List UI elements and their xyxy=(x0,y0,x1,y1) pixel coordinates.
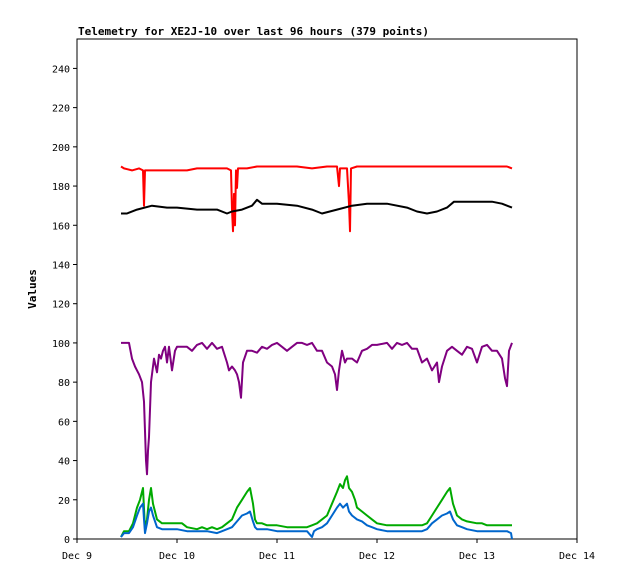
series-layer xyxy=(120,165,513,540)
x-tick-label: Dec 10 xyxy=(159,551,195,562)
plot-frame xyxy=(76,38,578,540)
y-tick-label: 160 xyxy=(52,221,70,232)
y-axis: 0 20 40 60 80 100 120 140 160 180 200 220 240 xyxy=(52,64,77,546)
y-tick-label: 180 xyxy=(52,182,70,193)
x-tick-label: Dec 12 xyxy=(359,551,395,562)
series-line-1 xyxy=(120,165,513,233)
x-axis: Dec 9 Dec 10 Dec 11 Dec 12 Dec 13 Dec 14 xyxy=(62,539,595,562)
y-axis-label: Values xyxy=(26,269,39,309)
x-tick-label: Dec 9 xyxy=(62,551,92,562)
x-tick-label: Dec 11 xyxy=(259,551,295,562)
y-tick-label: 220 xyxy=(52,104,70,115)
chart-title: Telemetry for XE2J-10 over last 96 hours… xyxy=(78,25,429,38)
y-tick-label: 140 xyxy=(52,260,70,271)
y-tick-label: 120 xyxy=(52,300,70,311)
series-line-5 xyxy=(120,502,513,540)
y-tick-label: 80 xyxy=(58,378,70,389)
series-line-2 xyxy=(121,198,513,215)
y-tick-label: 200 xyxy=(52,143,70,154)
y-tick-label: 100 xyxy=(52,339,70,350)
y-tick-label: 60 xyxy=(58,417,70,428)
y-tick-label: 40 xyxy=(58,457,70,468)
x-tick-label: Dec 14 xyxy=(559,551,595,562)
y-tick-label: 20 xyxy=(58,496,70,507)
y-tick-label: 240 xyxy=(52,64,70,75)
y-tick-label: 0 xyxy=(64,535,70,546)
series-line-4 xyxy=(120,475,512,538)
series-line-3 xyxy=(121,341,513,476)
x-tick-label: Dec 13 xyxy=(459,551,495,562)
